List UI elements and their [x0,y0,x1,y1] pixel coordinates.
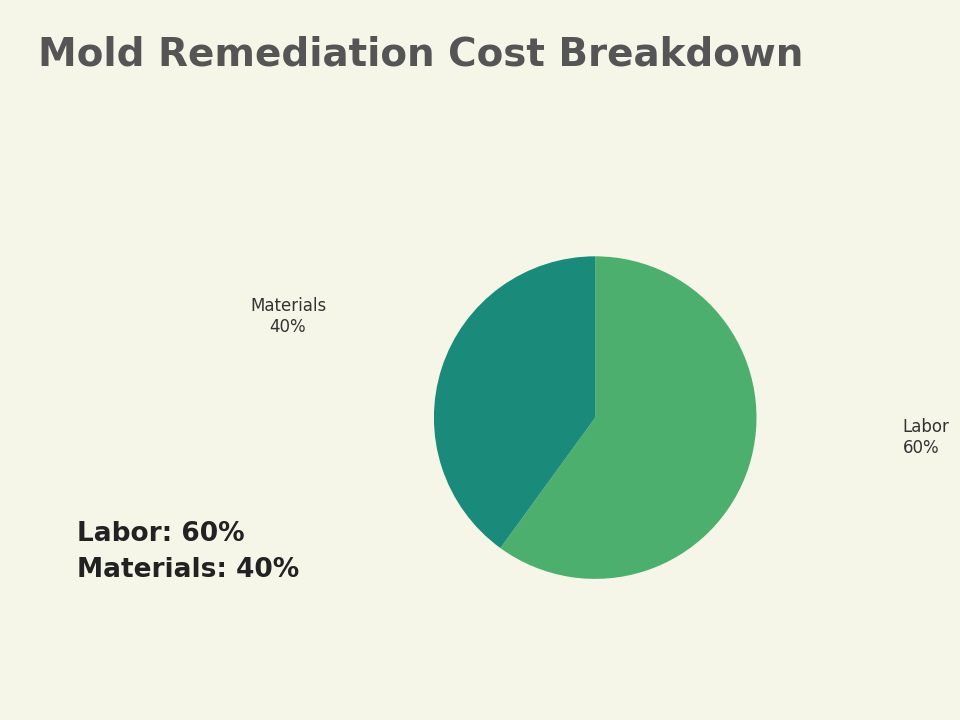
Text: Materials
40%: Materials 40% [250,297,326,336]
Text: Labor
60%: Labor 60% [902,418,949,457]
Wedge shape [500,256,756,579]
Text: Labor: 60%
Materials: 40%: Labor: 60% Materials: 40% [77,521,300,583]
Wedge shape [434,256,595,548]
Text: Mold Remediation Cost Breakdown: Mold Remediation Cost Breakdown [38,36,804,74]
